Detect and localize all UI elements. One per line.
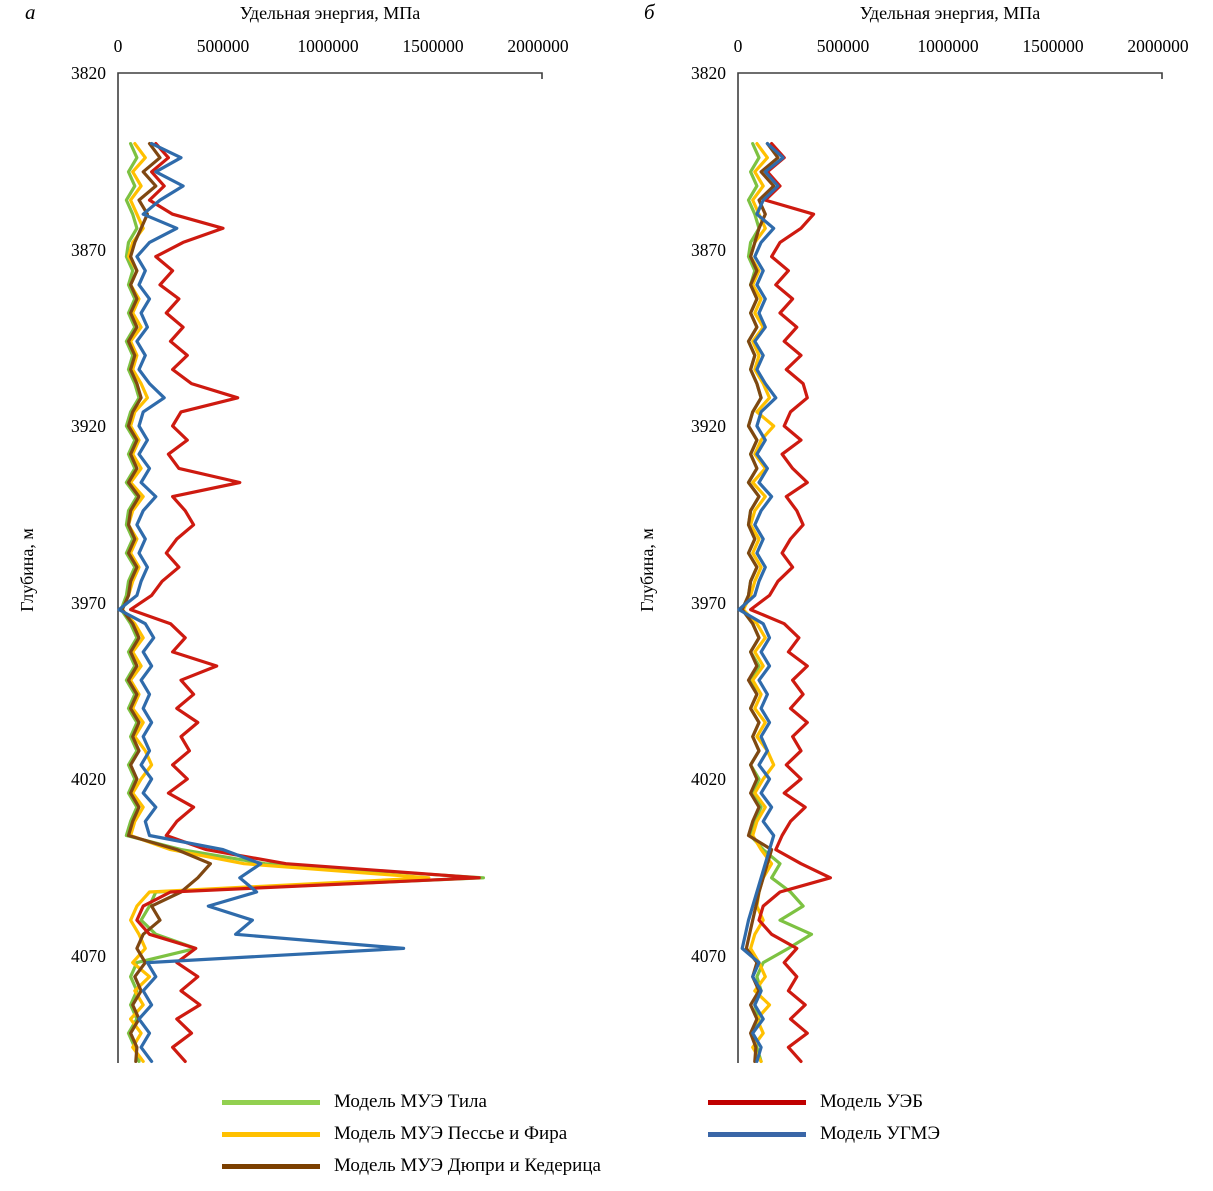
y-tick-label: 3920 <box>71 416 106 436</box>
legend-item: Модель УЭБ <box>708 1090 940 1114</box>
chart-b-title: Удельная энергия, МПа <box>859 3 1041 23</box>
legend-swatch <box>222 1131 320 1137</box>
x-tick-label: 0 <box>733 36 743 56</box>
chart-a-title: Удельная энергия, МПа <box>239 3 421 23</box>
y-tick-label: 4070 <box>71 945 106 966</box>
chart-b-y-axis-title: Глубина, м <box>637 528 657 612</box>
legend-label: Модель МУЭ Дюпри и Кедерица <box>334 1155 601 1176</box>
legend-swatch <box>708 1131 806 1137</box>
legend-item: Модель УГМЭ <box>708 1122 940 1146</box>
legend-swatch <box>222 1099 320 1105</box>
legend-right: Модель УЭБ Модель УГМЭ <box>708 1090 940 1154</box>
chart-a-y-axis-title: Глубина, м <box>17 528 37 612</box>
legend-label: Модель МУЭ Тила <box>334 1091 487 1112</box>
legend-swatch <box>708 1099 806 1105</box>
x-tick-label: 2000000 <box>1127 36 1189 56</box>
y-tick-label: 4020 <box>71 769 106 789</box>
panel-label-a: а <box>25 0 36 24</box>
series-line <box>120 142 212 1064</box>
y-tick-label: 3970 <box>71 592 106 613</box>
axis-frame-а <box>117 72 543 1063</box>
legend-label: Модель МУЭ Пессье и Фира <box>334 1123 568 1144</box>
series-line <box>737 142 785 1064</box>
x-tick-label: 500000 <box>196 36 250 56</box>
y-tick-label: 4020 <box>691 769 726 789</box>
legend-swatch <box>222 1163 320 1169</box>
series-line <box>119 142 485 1064</box>
legend-item: Модель МУЭ Тила <box>222 1090 601 1114</box>
legend-label: Модель УЭБ <box>820 1091 924 1112</box>
legend-left: Модель МУЭ Тила Модель МУЭ Пессье и Фира М… <box>222 1090 601 1186</box>
x-tick-label: 2000000 <box>507 36 569 56</box>
legend-item: Модель МУЭ Дюпри и Кедерица <box>222 1154 601 1178</box>
y-tick-label: 3870 <box>691 239 726 260</box>
series-line <box>129 142 481 1064</box>
x-tick-label: 1000000 <box>917 36 979 56</box>
x-tick-label: 1500000 <box>402 36 464 56</box>
y-tick-label: 3820 <box>691 63 726 83</box>
x-tick-label: 1500000 <box>1022 36 1084 56</box>
x-tick-label: 500000 <box>816 36 870 56</box>
panel-label-b: б <box>644 0 655 24</box>
series-line <box>120 142 431 1064</box>
y-tick-label: 3870 <box>71 239 106 260</box>
y-tick-label: 3920 <box>691 416 726 436</box>
y-tick-label: 4070 <box>691 945 726 966</box>
series-line <box>117 142 406 1064</box>
x-tick-label: 1000000 <box>297 36 359 56</box>
legend-item: Модель МУЭ Пессье и Фира <box>222 1122 601 1146</box>
x-tick-label: 0 <box>113 36 123 56</box>
y-tick-label: 3970 <box>691 592 726 613</box>
series-line <box>748 142 833 1064</box>
axis-frame-б <box>737 72 1163 1063</box>
y-tick-label: 3820 <box>71 63 106 83</box>
legend-label: Модель УГМЭ <box>820 1123 940 1144</box>
